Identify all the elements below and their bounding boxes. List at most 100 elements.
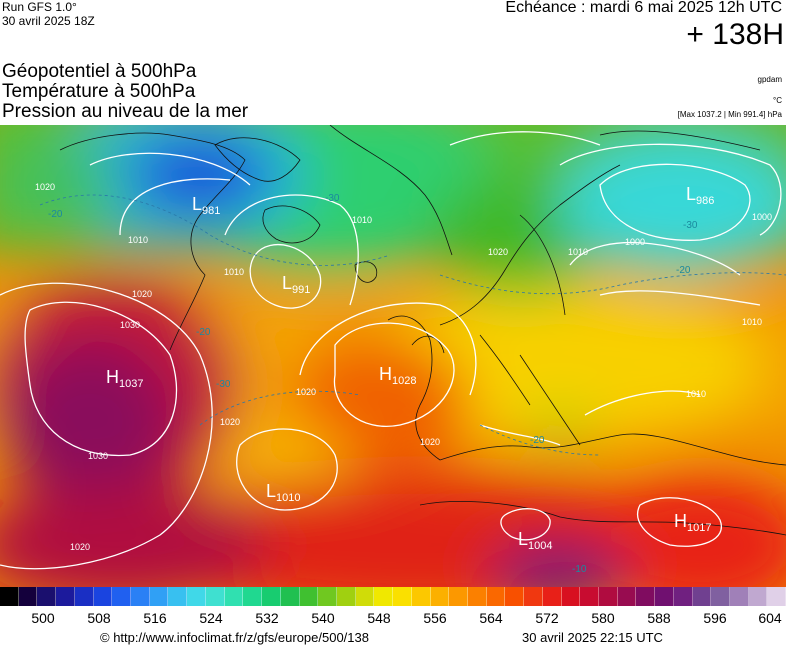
colorbar-swatch	[505, 587, 525, 606]
colorbar-swatch	[93, 587, 113, 606]
temperature-label: -20	[196, 327, 211, 338]
colorbar-tick: 516	[143, 610, 167, 626]
colorbar-tick: 588	[647, 610, 671, 626]
colorbar-swatch	[617, 587, 637, 606]
layer-title-pressure: Pression au niveau de la mer	[2, 101, 249, 122]
colorbar-swatch	[131, 587, 150, 606]
colorbar-swatch	[74, 587, 94, 606]
colorbar-swatch	[449, 587, 468, 606]
isobar-label: 1010	[128, 235, 148, 245]
colorbar-swatch	[187, 587, 206, 606]
colorbar-swatch	[149, 587, 169, 606]
temperature-labels: -20 -30 -30 -20 -30 -20 -20 -10	[48, 193, 698, 575]
colorbar-swatch	[299, 587, 319, 606]
colorbar-swatch	[636, 587, 656, 606]
temperature-label: -30	[683, 220, 698, 231]
colorbar	[0, 587, 786, 606]
colorbar-swatch	[243, 587, 263, 606]
isobar-label: 1020	[296, 387, 316, 397]
temperature-label: -20	[676, 265, 691, 276]
colorbar-swatch	[486, 587, 506, 606]
isobar-label: 1030	[88, 451, 108, 461]
isobar-label: 1020	[220, 417, 240, 427]
colorbar-swatch	[374, 587, 394, 606]
colorbar-swatch	[580, 587, 599, 606]
colorbar-swatch	[561, 587, 581, 606]
colorbar-swatch	[524, 587, 543, 606]
colorbar-swatch	[112, 587, 132, 606]
colorbar-tick: 572	[535, 610, 559, 626]
colorbar-swatch	[411, 587, 431, 606]
colorbar-swatch	[355, 587, 375, 606]
isobar-label: 1010	[686, 389, 706, 399]
isobar-label: 1010	[352, 215, 372, 225]
high-pressure-center: H1037	[106, 367, 143, 390]
high-pressure-center: H1017	[674, 511, 711, 534]
isobar-label: 1010	[742, 317, 762, 327]
colorbar-swatch	[730, 587, 749, 606]
low-pressure-center: L981	[192, 194, 220, 217]
colorbar-tick: 524	[199, 610, 223, 626]
isobar-labels: 1020 1030 1030 1020 1020 1010 1010 1010 …	[35, 182, 772, 552]
colorbar-tick: 556	[423, 610, 447, 626]
issued-time: 30 avril 2025 22:15 UTC	[522, 630, 663, 645]
unit-temperature: °C	[773, 96, 782, 105]
colorbar-swatch	[599, 587, 618, 606]
weather-map: 1020 1030 1030 1020 1020 1010 1010 1010 …	[0, 125, 786, 587]
isobar-label: 1020	[35, 182, 55, 192]
colorbar-swatch	[393, 587, 412, 606]
layer-title-temperature: Température à 500hPa	[2, 81, 196, 102]
isobar-label: 1000	[625, 237, 645, 247]
colorbar-tick: 532	[255, 610, 279, 626]
temperature-label: -20	[48, 209, 63, 220]
low-pressure-center: L1004	[518, 529, 553, 552]
layer-title-geopotential: Géopotentiel à 500hPa	[2, 61, 197, 82]
geopotential-field	[0, 125, 786, 587]
isobars	[0, 131, 782, 570]
colorbar-swatch	[37, 587, 57, 606]
isobar-label: 1020	[488, 247, 508, 257]
colorbar-swatch	[336, 587, 356, 606]
temperature-label: -30	[216, 379, 231, 390]
colorbar-swatch	[767, 587, 786, 606]
colorbar-swatch	[224, 587, 244, 606]
colorbar-swatch	[673, 587, 693, 606]
isobar-label: 1010	[224, 267, 244, 277]
colorbar-tick: 604	[758, 610, 782, 626]
colorbar-swatch	[168, 587, 188, 606]
isobar-label: 1020	[132, 289, 152, 299]
colorbar-tick: 508	[87, 610, 111, 626]
colorbar-swatch	[56, 587, 75, 606]
high-pressure-center: H1028	[379, 364, 416, 387]
colorbar-swatch	[748, 587, 768, 606]
colorbar-tick: 580	[591, 610, 615, 626]
colorbar-swatch	[262, 587, 281, 606]
temperature-label: -30	[325, 193, 340, 204]
colorbar-swatch	[318, 587, 337, 606]
coastlines	[59, 125, 786, 536]
isobar-label: 1020	[70, 542, 90, 552]
run-date: 30 avril 2025 18Z	[2, 14, 95, 28]
colorbar-tick: 596	[703, 610, 727, 626]
colorbar-tick: 548	[367, 610, 391, 626]
colorbar-swatch	[467, 587, 487, 606]
temperature-label: -20	[530, 435, 545, 446]
temperature-isotherms	[39, 194, 786, 456]
pressure-range: [Max 1037.2 | Min 991.4] hPa	[677, 110, 782, 119]
source-link[interactable]: © http://www.infoclimat.fr/z/gfs/europe/…	[100, 630, 369, 645]
unit-geopotential: gpdam	[757, 75, 782, 84]
low-pressure-center: L1010	[266, 481, 301, 504]
colorbar-swatch	[0, 587, 19, 606]
colorbar-swatch	[542, 587, 562, 606]
isobar-label: 1030	[120, 320, 140, 330]
colorbar-swatch	[655, 587, 674, 606]
temperature-label: -10	[572, 564, 587, 575]
low-pressure-center: L991	[282, 273, 310, 296]
colorbar-tick: 500	[31, 610, 55, 626]
colorbar-swatch	[692, 587, 712, 606]
low-pressure-center: L986	[686, 184, 714, 207]
isobar-label: 1000	[752, 212, 772, 222]
colorbar-swatch	[430, 587, 450, 606]
colorbar-swatch	[205, 587, 225, 606]
isobar-label: 1010	[568, 247, 588, 257]
